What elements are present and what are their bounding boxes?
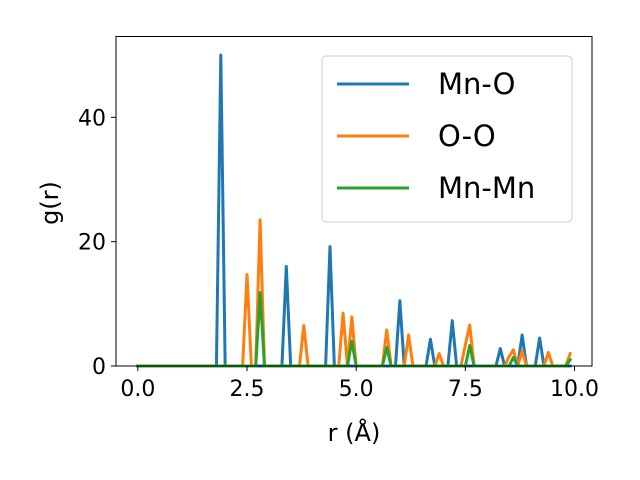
series-line-mn-o (136, 53, 572, 368)
legend-label-o-o: O-O (438, 119, 496, 153)
x-axis: 0.0 2.5 5.0 7.5 10.0 (120, 366, 599, 402)
plot-frame (115, 36, 593, 367)
x-tick-label: 5.0 (339, 377, 374, 402)
y-tick-label: 20 (78, 231, 106, 256)
legend-label-mn-mn: Mn-Mn (438, 171, 535, 205)
x-tick-label: 0.0 (120, 377, 155, 402)
y-tick-label: 40 (78, 106, 106, 131)
legend: Mn-O O-O Mn-Mn (321, 55, 573, 223)
x-tick-label: 7.5 (448, 377, 483, 402)
legend-frame (321, 55, 573, 223)
x-axis-label: r (Å) (328, 418, 381, 447)
y-tick-label: 0 (92, 355, 106, 380)
plot-area (115, 36, 593, 368)
y-axis: 0 20 40 (78, 106, 116, 380)
x-tick-label: 2.5 (230, 377, 265, 402)
legend-label-mn-o: Mn-O (438, 67, 516, 101)
x-tick-label: 10.0 (550, 377, 599, 402)
series-line-mn-mn (136, 291, 573, 368)
y-axis-label: g(r) (36, 181, 64, 225)
